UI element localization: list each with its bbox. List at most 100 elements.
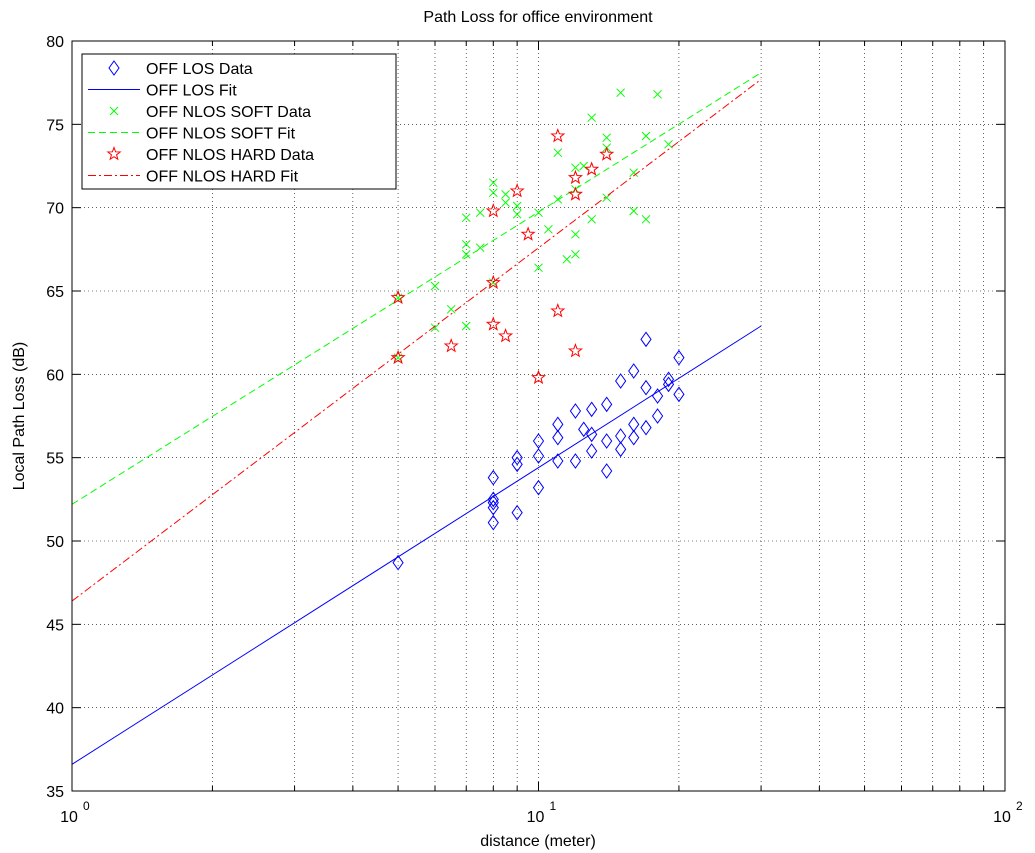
legend-label: OFF LOS Fit — [146, 83, 237, 100]
data-point — [532, 479, 545, 496]
legend-swatch-marker — [108, 60, 120, 76]
data-point — [640, 379, 652, 396]
legend-label: OFF NLOS SOFT Fit — [146, 126, 296, 143]
data-point — [520, 226, 536, 241]
y-tick-label: 80 — [46, 34, 64, 51]
series-off-nlos-hard-data — [390, 128, 615, 385]
data-point — [662, 371, 675, 388]
data-point — [567, 343, 583, 358]
data-point — [501, 198, 510, 208]
data-point — [461, 321, 471, 331]
data-point — [534, 263, 543, 273]
y-tick-labels: 35 40 45 50 55 60 65 70 75 80 — [46, 34, 64, 801]
y-tick-label: 40 — [46, 701, 64, 718]
data-point — [461, 239, 471, 249]
data-point — [615, 441, 627, 458]
data-point — [599, 146, 615, 161]
chart-title: Path Loss for office environment — [423, 9, 653, 26]
legend-item: OFF NLOS SOFT Fit — [88, 126, 296, 143]
data-point — [628, 363, 640, 379]
data-point — [487, 491, 499, 508]
data-point — [392, 554, 404, 571]
data-point — [602, 133, 612, 143]
data-point — [532, 433, 545, 449]
legend-label: OFF NLOS SOFT Data — [146, 104, 311, 121]
data-point — [501, 189, 510, 199]
x-tick-label-exponent: 2 — [1016, 799, 1023, 813]
data-point — [552, 429, 564, 446]
data-point — [616, 88, 626, 98]
legend-label: OFF LOS Data — [146, 61, 253, 78]
series-off-nlos-hard-fit — [71, 78, 762, 602]
axis-ticks — [71, 40, 1006, 792]
data-point — [553, 194, 563, 204]
data-point — [562, 254, 572, 264]
x-tick-label-exponent: 1 — [550, 799, 557, 813]
x-tick-label-base: 10 — [527, 809, 545, 826]
y-tick-label: 70 — [46, 201, 64, 218]
legend-box — [81, 53, 397, 190]
data-point — [550, 303, 566, 318]
data-point — [509, 183, 525, 198]
data-point — [629, 168, 639, 178]
y-axis-label: Local Path Loss (dB) — [11, 342, 28, 491]
data-point — [641, 214, 651, 224]
data-point — [390, 349, 406, 365]
data-point — [461, 249, 471, 259]
data-point — [615, 373, 627, 389]
legend-item: OFF LOS Data — [108, 60, 253, 78]
data-point — [552, 453, 564, 469]
data-point — [640, 419, 652, 436]
data-point — [640, 331, 652, 348]
legend-swatch-marker — [106, 146, 122, 161]
y-tick-label: 60 — [46, 367, 64, 384]
data-point — [628, 429, 640, 446]
series-off-nlos-soft-data — [393, 88, 673, 363]
data-point — [553, 148, 563, 158]
data-point — [512, 209, 522, 219]
data-point — [512, 201, 522, 211]
data-point — [601, 433, 613, 449]
legend-item: OFF NLOS HARD Data — [106, 146, 314, 164]
legend-label: OFF NLOS HARD Data — [146, 147, 314, 164]
data-point — [461, 213, 471, 223]
y-tick-label: 65 — [46, 284, 64, 301]
data-point — [550, 128, 566, 143]
data-point — [488, 178, 498, 188]
series-off-los-fit — [71, 325, 762, 765]
data-point — [569, 453, 582, 469]
y-tick-label: 35 — [46, 784, 64, 801]
data-point — [567, 186, 583, 201]
data-point — [586, 401, 598, 418]
x-tick-label: 10 2 — [993, 799, 1023, 826]
data-point — [578, 421, 590, 438]
legend-item: OFF NLOS SOFT Data — [109, 104, 311, 121]
x-tick-label: 10 1 — [527, 799, 557, 826]
data-point — [430, 281, 440, 291]
data-point — [587, 214, 597, 224]
data-point — [601, 396, 613, 413]
y-tick-label: 45 — [46, 617, 64, 634]
data-point — [446, 304, 456, 314]
data-point — [485, 203, 501, 218]
fit-line-off-nlos-soft-fit — [71, 72, 762, 505]
data-point — [673, 349, 685, 366]
data-point — [487, 469, 499, 486]
data-point — [530, 369, 547, 385]
data-point — [571, 163, 580, 173]
fit-line-off-nlos-hard-fit — [71, 78, 762, 602]
data-point — [487, 514, 499, 531]
x-axis-label: distance (meter) — [480, 833, 596, 850]
data-point — [511, 456, 523, 473]
data-point — [641, 131, 651, 141]
data-point — [567, 169, 583, 185]
data-point — [487, 499, 499, 516]
series-off-los-data — [392, 331, 685, 571]
x-tick-label: 10 0 — [60, 799, 90, 826]
x-tick-labels: 10 0 10 1 10 2 — [60, 799, 1023, 826]
data-point — [487, 494, 499, 511]
data-point — [662, 376, 675, 393]
data-point — [485, 316, 501, 331]
data-point — [390, 289, 406, 305]
